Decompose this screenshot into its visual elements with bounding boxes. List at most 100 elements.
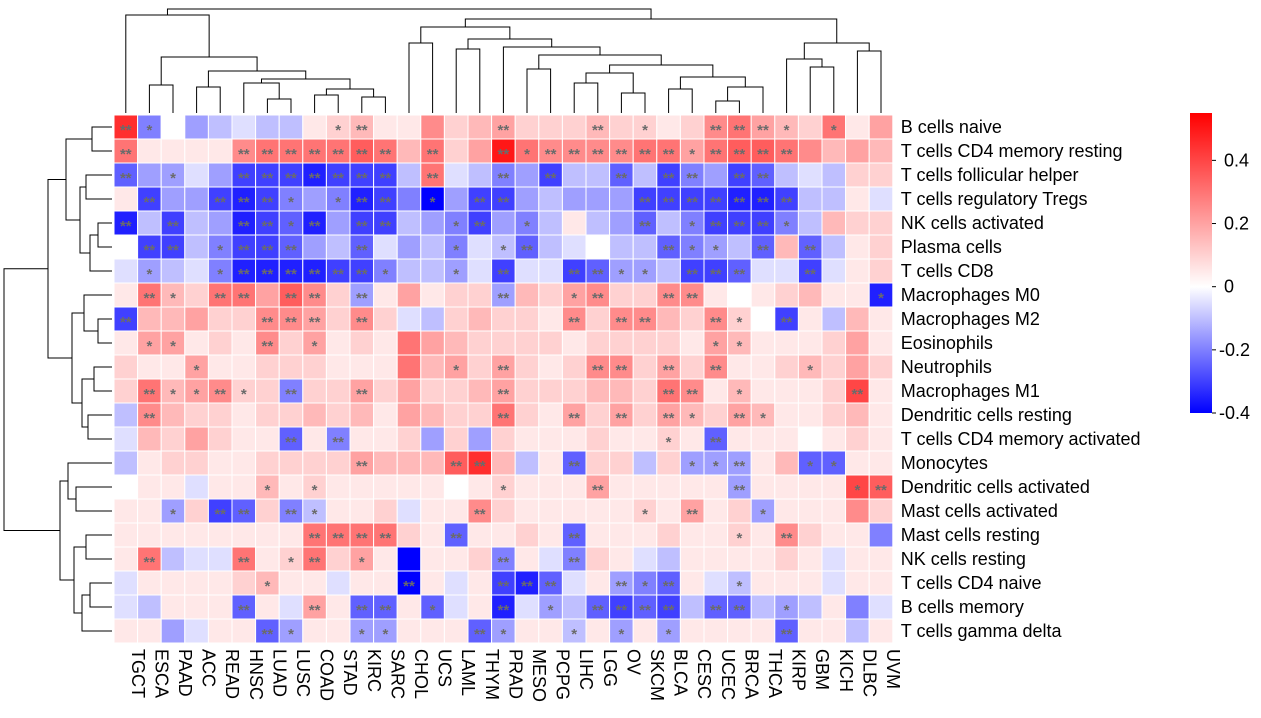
column-label: READ (222, 649, 242, 699)
heatmap-cell (137, 354, 162, 380)
significance-star: ** (167, 242, 179, 259)
heatmap-cell (443, 162, 469, 188)
heatmap-cell (845, 426, 870, 452)
significance-star: ** (262, 626, 274, 643)
heatmap-cell (845, 570, 870, 596)
heatmap-cell (278, 402, 304, 428)
heatmap-cell (396, 618, 422, 644)
heatmap-cell (585, 522, 611, 548)
heatmap-cell (113, 522, 139, 548)
heatmap-cell (396, 474, 422, 500)
significance-star: ** (309, 314, 321, 331)
heatmap-cell (585, 570, 611, 596)
heatmap-cell (491, 210, 516, 236)
heatmap-cell (750, 450, 776, 476)
heatmap-cell (514, 618, 540, 644)
significance-star: * (500, 482, 506, 499)
significance-star: * (689, 410, 695, 427)
heatmap-cell (774, 330, 799, 356)
heatmap-cell (160, 618, 186, 644)
significance-star: ** (356, 458, 368, 475)
column-label: ACC (199, 649, 219, 687)
heatmap-cell (868, 522, 894, 548)
heatmap-cell (491, 498, 516, 524)
row-label: Mast cells activated (901, 501, 1058, 521)
heatmap-cell (656, 306, 681, 332)
heatmap-cell (632, 546, 658, 572)
heatmap-cell (420, 330, 445, 356)
heatmap-cell (137, 450, 162, 476)
significance-star: ** (380, 602, 392, 619)
heatmap-cell (278, 450, 304, 476)
colorbar-tick-label: -0.4 (1219, 403, 1250, 423)
heatmap-cell (207, 474, 233, 500)
significance-star: * (736, 578, 742, 595)
heatmap-cell (703, 498, 729, 524)
significance-star: * (170, 386, 176, 403)
heatmap-cell (467, 282, 493, 308)
significance-star: ** (380, 170, 392, 187)
heatmap-cell (845, 306, 870, 332)
significance-star: ** (734, 458, 746, 475)
significance-star: ** (710, 602, 722, 619)
heatmap-cell (113, 618, 139, 644)
heatmap-cell (821, 594, 847, 620)
significance-star: ** (238, 146, 250, 163)
heatmap-cell (325, 570, 351, 596)
significance-star: ** (804, 266, 816, 283)
dendrogram-branch (89, 582, 112, 608)
heatmap-cell (373, 378, 398, 404)
column-label: PRAD (505, 649, 525, 699)
row-label: Macrophages M1 (901, 381, 1040, 401)
significance-star: * (784, 122, 790, 139)
dendrogram-branch (538, 54, 662, 69)
significance-star: ** (285, 266, 297, 283)
heatmap-cell (396, 354, 422, 380)
heatmap-cell (396, 282, 422, 308)
heatmap-cell (656, 522, 681, 548)
heatmap-cell (797, 594, 823, 620)
heatmap-cell (845, 234, 870, 260)
heatmap-cell (585, 186, 611, 212)
heatmap-cell (632, 282, 658, 308)
heatmap-cell (325, 234, 351, 260)
significance-star: ** (238, 554, 250, 571)
row-label: T cells CD8 (901, 261, 994, 281)
heatmap-cell (774, 402, 799, 428)
heatmap-cell (703, 378, 729, 404)
heatmap-cell (797, 402, 823, 428)
heatmap-cell (231, 402, 257, 428)
heatmap-cell (373, 330, 398, 356)
significance-star: ** (639, 602, 651, 619)
heatmap-cell (231, 330, 257, 356)
significance-star: ** (144, 194, 156, 211)
dendrogram-branch (261, 78, 351, 89)
heatmap-cell (656, 210, 681, 236)
heatmap-cell (561, 570, 587, 596)
heatmap-cell (325, 354, 351, 380)
heatmap-cell (821, 570, 847, 596)
heatmap-cell (821, 426, 847, 452)
heatmap-cell (467, 138, 493, 164)
heatmap-cell (561, 378, 587, 404)
heatmap-cell (207, 138, 233, 164)
heatmap-cell (207, 114, 233, 140)
significance-star: * (241, 386, 247, 403)
significance-star: * (335, 194, 341, 211)
heatmap-cell (609, 234, 634, 260)
heatmap-cell (514, 186, 540, 212)
heatmap-cell (467, 546, 493, 572)
heatmap-cell (396, 306, 422, 332)
heatmap-cell (609, 330, 634, 356)
heatmap-cell (325, 402, 351, 428)
dendrogram-branch (266, 98, 292, 113)
row-label: Neutrophils (901, 357, 992, 377)
column-dendrogram (125, 8, 882, 113)
significance-star: * (312, 338, 318, 355)
heatmap-cell (207, 594, 233, 620)
significance-star: ** (474, 506, 486, 523)
dendrogram-branch (89, 234, 112, 272)
significance-star: ** (356, 194, 368, 211)
significance-star: ** (616, 170, 628, 187)
